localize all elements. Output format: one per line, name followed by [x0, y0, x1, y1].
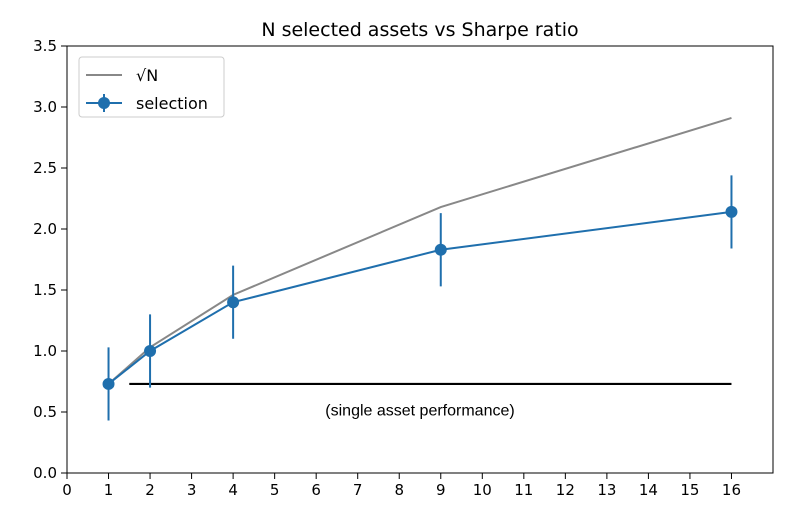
x-tick-label: 3 — [187, 481, 197, 499]
single-asset-label: (single asset performance) — [325, 403, 514, 420]
y-tick-label: 1.0 — [33, 342, 57, 360]
x-tick-label: 9 — [436, 481, 446, 499]
y-tick-label: 2.5 — [33, 159, 57, 177]
selection-series-line — [107, 210, 732, 385]
x-tick-label: 5 — [270, 481, 280, 499]
selection-data-point — [227, 296, 240, 309]
x-tick-label: 8 — [394, 481, 404, 499]
legend-selection-marker — [98, 97, 110, 109]
y-tick-label: 0.0 — [33, 464, 57, 482]
sqrt-n-series-line — [107, 117, 732, 385]
x-tick-label: 13 — [597, 481, 616, 499]
x-tick-label: 2 — [145, 481, 155, 499]
y-tick-label: 1.5 — [33, 281, 57, 299]
y-tick-label: 2.0 — [33, 220, 57, 238]
x-tick-label: 7 — [353, 481, 363, 499]
x-tick-label: 11 — [514, 481, 533, 499]
chart-title: N selected assets vs Sharpe ratio — [261, 19, 578, 41]
y-tick-label: 3.5 — [33, 37, 57, 55]
x-tick-label: 16 — [722, 481, 741, 499]
x-tick-label: 4 — [228, 481, 238, 499]
selection-data-point — [434, 243, 447, 256]
x-tick-label: 12 — [556, 481, 575, 499]
x-tick-label: 10 — [473, 481, 492, 499]
x-tick-label: 14 — [639, 481, 658, 499]
x-tick-label: 6 — [311, 481, 321, 499]
selection-data-point — [144, 345, 157, 357]
y-tick-label: 3.0 — [33, 98, 57, 116]
x-tick-label: 15 — [680, 481, 699, 499]
plot-area: (single asset performance) — [102, 117, 738, 421]
x-tick-label: 1 — [104, 481, 114, 499]
x-tick-label: 0 — [62, 481, 72, 499]
axes-frame — [66, 45, 774, 474]
y-tick-label: 0.5 — [33, 403, 57, 421]
legend-selection-label: selection — [136, 94, 208, 113]
legend: √N selection — [78, 56, 225, 118]
selection-data-point — [102, 377, 115, 390]
selection-data-point — [725, 205, 738, 218]
legend-sqrt-n-label: √N — [136, 66, 158, 85]
